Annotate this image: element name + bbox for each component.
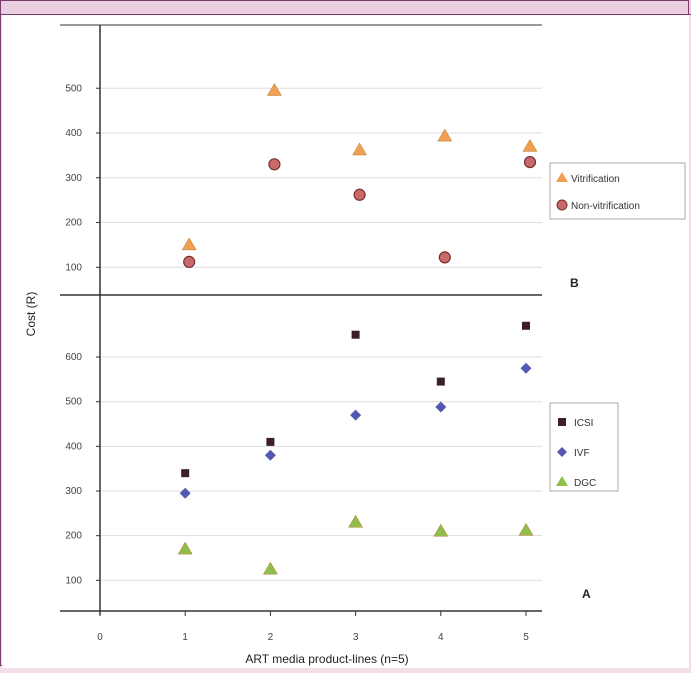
data-point-circle bbox=[438, 251, 451, 264]
data-point-square bbox=[436, 377, 445, 386]
data-point-circle bbox=[523, 155, 537, 169]
y-axis-title: Cost (R) bbox=[24, 292, 38, 337]
y-tick-label: 300 bbox=[65, 486, 82, 497]
data-point-triangle bbox=[181, 237, 197, 251]
header-band bbox=[0, 0, 691, 15]
x-tick-label: 2 bbox=[268, 632, 274, 643]
x-tick-label: 1 bbox=[182, 632, 188, 643]
mark-layer bbox=[177, 82, 538, 575]
panel-label-a: A bbox=[582, 587, 591, 601]
data-point-diamond bbox=[264, 449, 276, 461]
legend-marker-diamond bbox=[557, 447, 567, 457]
y-tick-label: 600 bbox=[65, 352, 82, 363]
x-tick-label: 0 bbox=[97, 632, 103, 643]
y-tick-label: 500 bbox=[65, 83, 82, 94]
y-tick-label: 400 bbox=[65, 441, 82, 452]
data-point-diamond bbox=[350, 409, 362, 421]
y-tick-label: 100 bbox=[65, 262, 82, 273]
legend-label: Non-vitrification bbox=[571, 201, 640, 212]
legend-label: DGC bbox=[574, 478, 596, 489]
legend-label: Vitrification bbox=[571, 174, 620, 185]
x-axis-title: ART media product-lines (n=5) bbox=[245, 652, 408, 666]
data-point-triangle bbox=[433, 523, 449, 537]
y-tick-label: 300 bbox=[65, 173, 82, 184]
y-tick-label: 100 bbox=[65, 575, 82, 586]
legend-label: ICSI bbox=[574, 418, 593, 429]
legend-label: IVF bbox=[574, 448, 590, 459]
data-point-square bbox=[266, 437, 275, 446]
data-point-triangle bbox=[262, 561, 278, 575]
data-point-square bbox=[351, 330, 360, 339]
x-tick-label: 3 bbox=[353, 632, 359, 643]
data-point-circle bbox=[268, 158, 281, 171]
data-point-diamond bbox=[520, 362, 532, 374]
chart-area: 100 200 300 400 500 100 200 300 400 500 600 0 1 2 3 4 5 … bbox=[2, 15, 689, 668]
legend-layer: Vitrification Non-vitrification ICSI IVF DGC bbox=[549, 162, 686, 492]
data-point-circle bbox=[353, 188, 366, 201]
legend-marker-triangle bbox=[556, 172, 568, 182]
data-point-circle bbox=[183, 255, 196, 268]
grid-layer bbox=[100, 87, 542, 581]
x-tick-label: 5 bbox=[523, 632, 529, 643]
y-tick-label: 200 bbox=[65, 218, 82, 229]
data-point-square bbox=[522, 321, 530, 330]
data-point-triangle bbox=[518, 522, 534, 536]
y-tick-label: 400 bbox=[65, 128, 82, 139]
data-point-triangle bbox=[266, 82, 282, 96]
y-tick-label: 200 bbox=[65, 531, 82, 542]
legend-marker-square bbox=[558, 418, 566, 426]
data-point-triangle bbox=[352, 142, 368, 156]
data-point-triangle bbox=[177, 541, 193, 555]
data-point-diamond bbox=[179, 487, 191, 499]
x-tick-label: 4 bbox=[438, 632, 444, 643]
axis-layer: 100 200 300 400 500 100 200 300 400 500 600 0 1 2 3 4 5 bbox=[60, 24, 542, 643]
legend-box-a bbox=[549, 402, 619, 492]
legend-marker-triangle bbox=[556, 476, 568, 486]
legend-box-b bbox=[549, 162, 686, 220]
data-point-diamond bbox=[435, 401, 447, 413]
data-point-triangle bbox=[437, 128, 453, 142]
panel-label-b: B bbox=[570, 276, 579, 290]
y-tick-label: 500 bbox=[65, 397, 82, 408]
legend-marker-circle bbox=[556, 199, 568, 211]
data-point-square bbox=[181, 469, 190, 478]
data-point-triangle bbox=[348, 514, 364, 528]
data-point-triangle bbox=[522, 138, 538, 152]
